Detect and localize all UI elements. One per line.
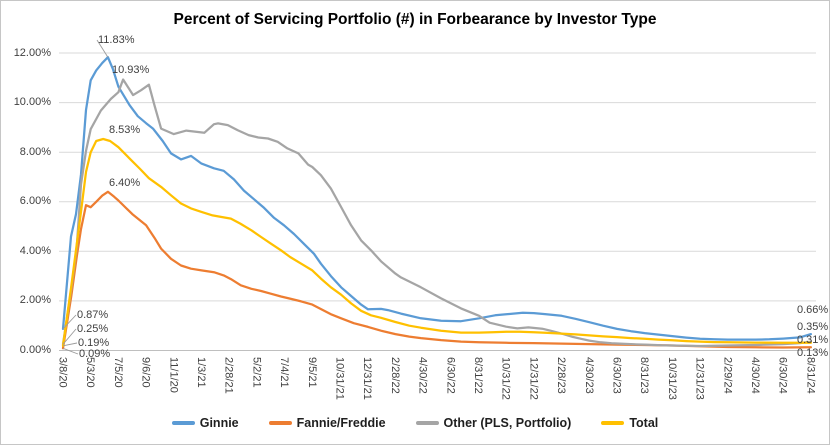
x-tick-label: 3/8/20 [57, 357, 69, 388]
y-tick-label: 4.00% [19, 244, 51, 257]
data-label-0.19: 0.19% [78, 337, 110, 349]
x-tick-label: 2/28/21 [223, 357, 235, 394]
x-tick-label: 6/30/24 [777, 357, 789, 394]
annotation-leader-line [62, 314, 77, 330]
data-label-11.83: 11.83% [98, 34, 135, 46]
x-tick-label: 2/29/24 [721, 357, 733, 394]
legend-label: Other (PLS, Portfolio) [443, 416, 572, 430]
legend-item-other-pls-portfolio: Other (PLS, Portfolio) [415, 416, 572, 430]
y-tick-label: 6.00% [19, 195, 51, 208]
data-label-8.53: 8.53% [109, 124, 141, 136]
x-tick-label: 5/2/21 [250, 357, 262, 388]
x-tick-label: 10/31/23 [666, 357, 678, 400]
x-tick-label: 5/3/20 [84, 357, 96, 388]
legend-item-ginnie: Ginnie [171, 416, 239, 430]
data-label-0.31: 0.31% [797, 334, 829, 346]
legend-line-marker [415, 421, 439, 425]
data-label-10.93: 10.93% [112, 64, 150, 76]
data-label-0.87: 0.87% [77, 309, 109, 321]
data-label-0.13: 0.13% [797, 347, 829, 359]
annotation-leader-line [62, 347, 79, 355]
x-tick-label: 7/5/20 [112, 357, 124, 388]
y-tick-label: 2.00% [19, 294, 51, 307]
x-tick-label: 9/6/20 [140, 357, 152, 388]
x-tick-label: 4/30/23 [583, 357, 595, 394]
y-tick-label: 0.00% [19, 344, 51, 356]
data-label-0.66: 0.66% [797, 304, 829, 316]
legend-item-fannie-freddie: Fannie/Freddie [268, 416, 386, 430]
y-tick-label: 10.00% [13, 96, 51, 109]
x-tick-label: 10/31/21 [334, 357, 346, 400]
legend-label: Ginnie [199, 416, 239, 430]
legend-line-marker [601, 421, 625, 425]
x-tick-label: 12/31/23 [694, 357, 706, 400]
series-line-ginnie [61, 56, 813, 341]
x-tick-label: 6/30/22 [444, 357, 456, 394]
data-label-0.09: 0.09% [79, 348, 111, 360]
legend-label: Fannie/Freddie [296, 416, 386, 430]
data-label-0.35: 0.35% [797, 321, 829, 333]
x-tick-label: 8/31/23 [638, 357, 650, 394]
legend: Ginnie Fannie/Freddie Other (PLS, Portfoli… [1, 410, 829, 436]
x-tick-label: 8/31/24 [804, 357, 816, 394]
x-tick-label: 12/31/22 [527, 357, 539, 400]
x-tick-label: 6/30/23 [611, 357, 623, 394]
x-tick-label: 8/31/22 [472, 357, 484, 394]
legend-line-marker [171, 421, 195, 425]
x-tick-label: 7/4/21 [278, 357, 290, 388]
x-tick-label: 12/31/21 [361, 357, 373, 400]
x-tick-label: 4/30/24 [749, 357, 761, 394]
series-line-total [61, 137, 813, 347]
x-tick-label: 2/28/22 [389, 357, 401, 394]
legend-line-marker [268, 421, 292, 425]
x-tick-label: 2/28/23 [555, 357, 567, 394]
y-tick-label: 12.00% [13, 46, 51, 59]
series-line-fannie-freddie [61, 190, 813, 350]
legend-label: Total [629, 416, 659, 430]
x-tick-label: 11/1/20 [167, 357, 179, 393]
data-label-6.40: 6.40% [109, 177, 141, 189]
annotation-leader-line [62, 328, 77, 345]
data-label-0.25: 0.25% [77, 323, 109, 335]
chart-title: Percent of Servicing Portfolio (#) in Fo… [173, 11, 657, 28]
y-tick-label: 8.00% [19, 145, 51, 158]
x-tick-label: 9/5/21 [306, 357, 318, 388]
x-tick-label: 10/31/22 [500, 357, 512, 400]
x-tick-label: 1/3/21 [195, 357, 207, 388]
series-line-other-pls-portfolio [61, 78, 813, 348]
x-tick-label: 4/30/22 [417, 357, 429, 394]
annotation-leader-line [96, 39, 109, 58]
legend-item-total: Total [601, 416, 658, 430]
annotation-leader-line [62, 342, 78, 347]
